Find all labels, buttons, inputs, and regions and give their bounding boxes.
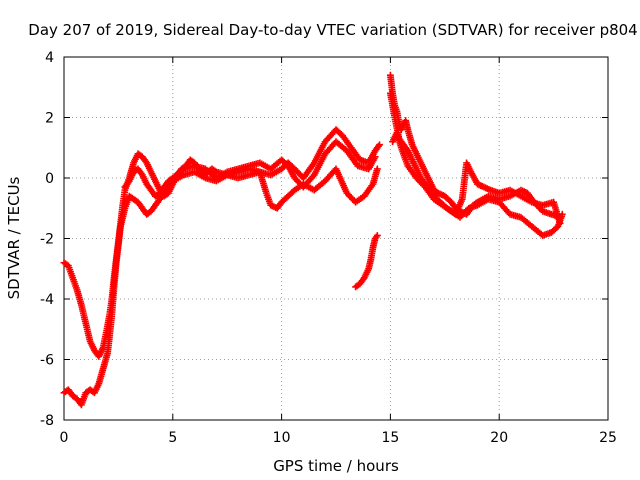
chart-title: Day 207 of 2019, Sidereal Day-to-day VTE… [28, 21, 637, 39]
x-tick-label: 5 [168, 430, 177, 446]
data-point [373, 232, 381, 239]
y-tick-label: 4 [45, 50, 54, 66]
series-track-e [387, 71, 564, 221]
y-tick-label: -6 [40, 353, 54, 369]
x-tick-label: 10 [273, 430, 291, 446]
y-tick-label: 2 [45, 111, 54, 127]
x-tick-label: 0 [60, 430, 69, 446]
grid-lines [64, 57, 608, 420]
data-point [371, 153, 379, 161]
y-tick-label: -4 [40, 292, 54, 308]
series-track-c [121, 138, 379, 200]
y-tick-label: 0 [45, 171, 54, 187]
series-track-g [389, 129, 566, 239]
axis-ticks: 0 5 10 15 20 25 -8 -6 -4 -2 0 2 4 [40, 50, 617, 446]
x-tick-label: 20 [490, 430, 508, 446]
x-axis-label: GPS time / hours [273, 457, 399, 475]
y-tick-label: -2 [40, 232, 54, 248]
series-track-b [60, 165, 381, 409]
y-tick-label: -8 [40, 413, 54, 429]
x-tick-label: 25 [599, 430, 617, 446]
data-markers [60, 71, 566, 409]
y-axis-label: SDTVAR / TECUs [5, 176, 23, 299]
data-point [558, 210, 566, 218]
data-point [373, 165, 381, 173]
series-track-d [352, 232, 381, 291]
x-tick-label: 15 [381, 430, 399, 446]
data-point [376, 141, 383, 149]
